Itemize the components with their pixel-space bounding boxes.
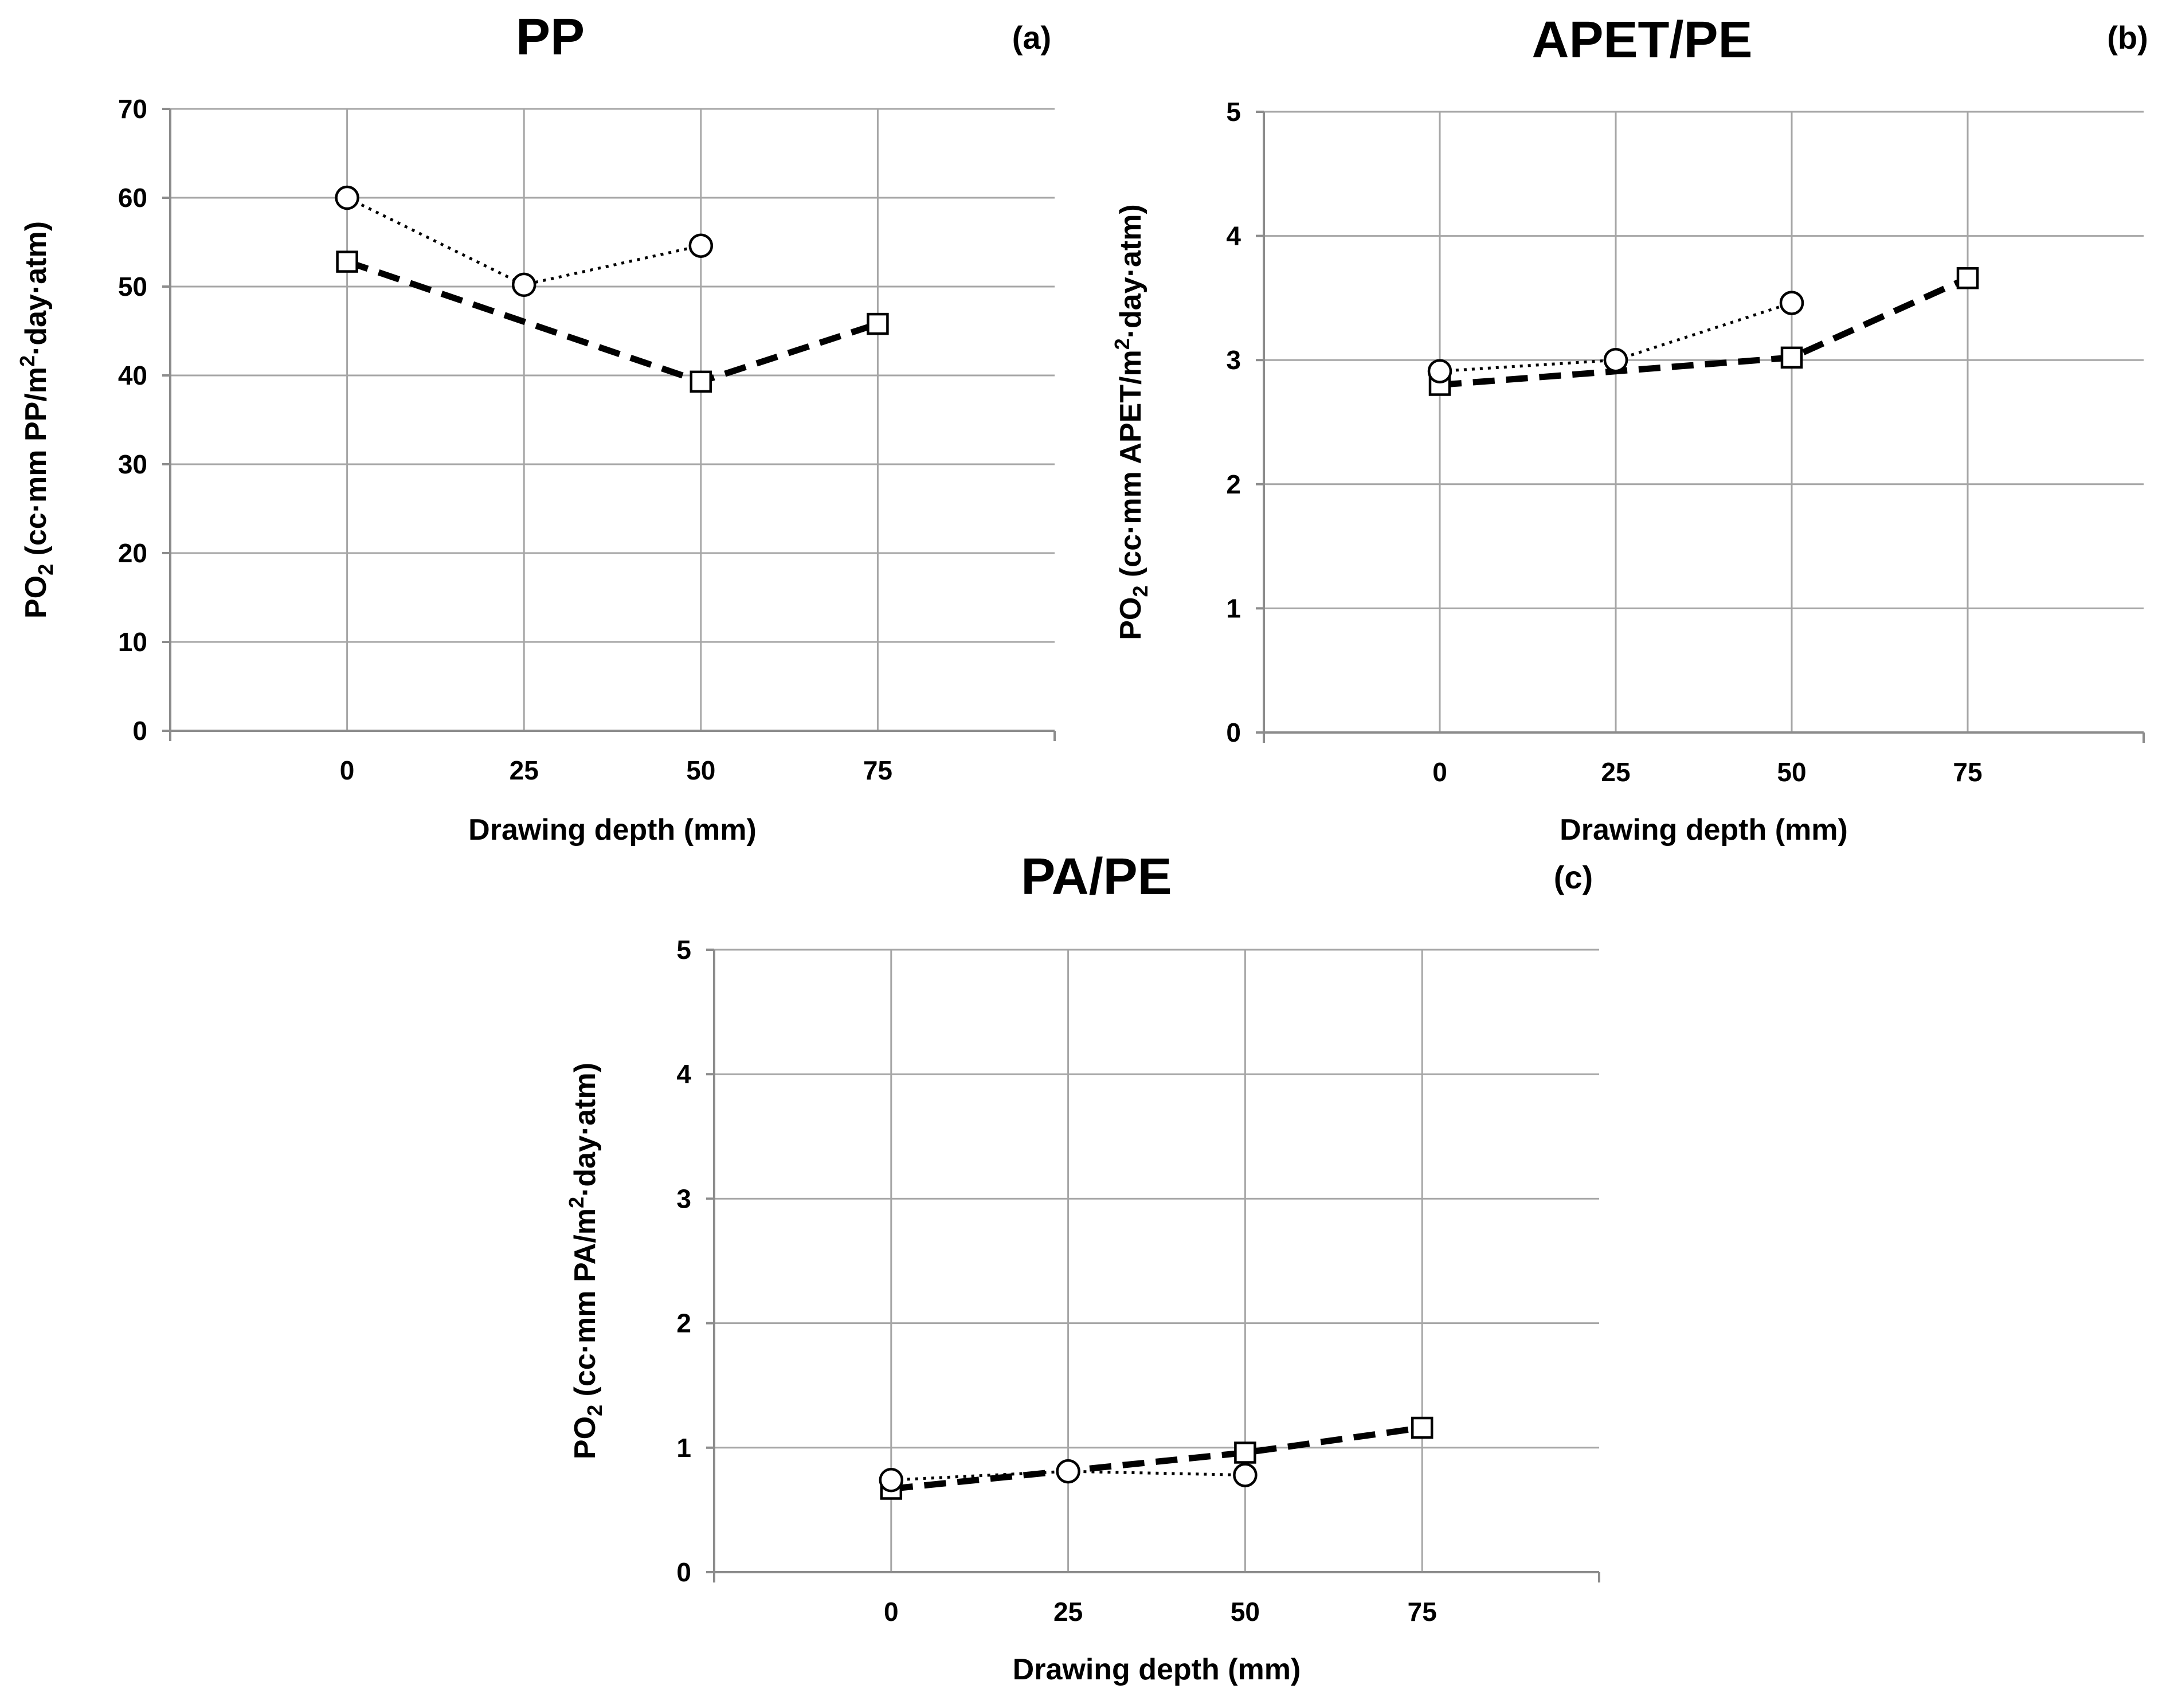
data-point-circle [688, 233, 714, 258]
y-axis-label: PO2 (cc·mm PA/m2·day·atm) [565, 1063, 606, 1459]
x-tick-label: 50 [1231, 1597, 1260, 1627]
y-label-subscript: 2 [34, 564, 57, 575]
x-tick-label: 0 [340, 755, 355, 785]
y-tick-label: 2 [676, 1309, 691, 1338]
y-label-middle: (cc·mm PA/m [569, 1208, 602, 1405]
data-point-circle [511, 272, 536, 297]
data-point-circle [1233, 1463, 1258, 1487]
y-tick-label: 30 [118, 449, 147, 479]
y-label-middle: (cc·mm PP/m [19, 367, 53, 564]
y-tick-label: 70 [118, 94, 147, 124]
data-point-circle [1779, 291, 1804, 315]
x-tick-label: 0 [884, 1597, 899, 1627]
data-point-circle [1603, 347, 1628, 373]
y-label-superscript: 2 [565, 1197, 588, 1208]
series-line-dotted-circle [346, 196, 702, 287]
x-tick-label: 50 [1777, 757, 1806, 787]
y-tick-label: 1 [676, 1433, 691, 1463]
data-point-square [336, 250, 358, 273]
data-point-square [1956, 267, 1979, 289]
y-tick-label: 50 [118, 272, 147, 301]
data-point-square [1234, 1441, 1256, 1464]
series-line-dashed-square [891, 1424, 1423, 1492]
y-tick-label: 60 [118, 183, 147, 213]
panel-label: (c) [1554, 859, 1593, 895]
y-tick-label: 0 [676, 1557, 691, 1587]
x-tick-label: 75 [1408, 1597, 1437, 1627]
data-point-circle [1427, 359, 1452, 383]
y-tick-label: 4 [676, 1059, 691, 1089]
y-label-suffix: ·day·atm) [1114, 204, 1147, 338]
y-label-suffix: ·day·atm) [569, 1063, 602, 1197]
y-label-superscript: 2 [1110, 338, 1134, 350]
y-label-suffix: ·day·atm) [19, 221, 53, 355]
y-label-subscript: 2 [1129, 586, 1152, 597]
y-tick-label: 10 [118, 627, 147, 657]
y-label-superscript: 2 [15, 355, 39, 367]
x-axis-label: Drawing depth (mm) [468, 813, 757, 847]
data-point-circle [879, 1468, 904, 1492]
chart-title: APET/PE [1532, 11, 1752, 69]
y-axis-label: PO2 (cc·mm PP/m2·day·atm) [15, 221, 57, 618]
data-point-circle [335, 185, 359, 210]
y-tick-label: 4 [1226, 221, 1241, 251]
x-tick-label: 50 [686, 755, 715, 785]
x-tick-label: 75 [1953, 757, 1982, 787]
data-point-square [1780, 346, 1803, 369]
x-axis-label: Drawing depth (mm) [1013, 1653, 1301, 1686]
y-label-prefix: PO [569, 1416, 602, 1459]
panel-label: (b) [2107, 19, 2148, 56]
y-tick-label: 3 [1226, 345, 1241, 375]
x-tick-label: 25 [1601, 757, 1630, 787]
y-tick-label: 5 [676, 935, 691, 965]
y-tick-label: 0 [1226, 718, 1241, 747]
y-tick-label: 40 [118, 361, 147, 390]
series-line-dotted-circle [1439, 301, 1792, 373]
chart-panel-1: 0 10 20 30 40 50 60 70 0 25 50 75 PP (a) Drawing depth… [15, 9, 1056, 847]
x-tick-label: 25 [510, 755, 539, 785]
y-axis-label: PO2 (cc·mm APET/m2·day·atm) [1110, 204, 1152, 640]
y-label-prefix: PO [19, 575, 53, 618]
data-point-square [1411, 1416, 1433, 1439]
y-label-prefix: PO [1114, 597, 1147, 640]
y-tick-label: 2 [1226, 469, 1241, 499]
series-line-dashed-square [346, 258, 879, 385]
y-tick-label: 20 [118, 538, 147, 568]
data-point-square [867, 312, 889, 335]
chart-title: PA/PE [1021, 848, 1172, 906]
y-tick-label: 1 [1226, 593, 1241, 623]
data-point-square [690, 370, 712, 393]
x-tick-label: 0 [1432, 757, 1447, 787]
x-axis-label: Drawing depth (mm) [1560, 813, 1848, 847]
panel-label: (a) [1012, 19, 1051, 56]
series-line-dashed-square [1439, 275, 1969, 389]
y-tick-label: 5 [1226, 97, 1241, 127]
data-point-circle [1056, 1459, 1080, 1484]
x-tick-label: 25 [1053, 1597, 1083, 1627]
x-tick-label: 75 [863, 755, 892, 785]
y-label-subscript: 2 [583, 1405, 606, 1416]
y-label-middle: (cc·mm APET/m [1114, 350, 1147, 585]
chart-title: PP [516, 9, 585, 66]
y-tick-label: 3 [676, 1184, 691, 1213]
y-tick-label: 0 [132, 716, 147, 746]
